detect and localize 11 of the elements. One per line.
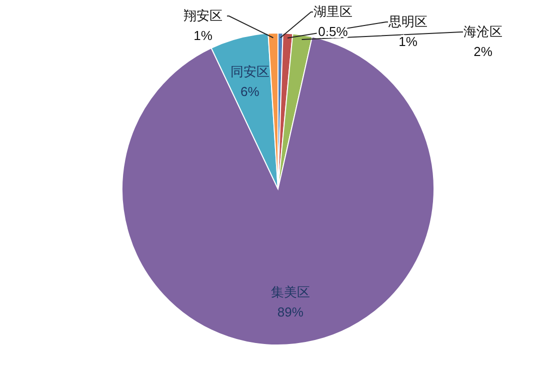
data-label: 1% [194, 28, 213, 43]
slice-label: 翔安区 [184, 8, 222, 23]
slice-label: 海沧区 [464, 24, 502, 39]
data-label: 2% [474, 44, 493, 59]
slice-label: 思明区 [388, 14, 428, 29]
data-label: 6% [240, 84, 260, 100]
slice-label: 集美区 [270, 284, 310, 300]
data-label: 89% [277, 304, 304, 320]
slice-label: 同安区 [230, 64, 270, 80]
data-label: 1% [398, 34, 418, 49]
slice-label: 湖里区 [314, 4, 352, 19]
